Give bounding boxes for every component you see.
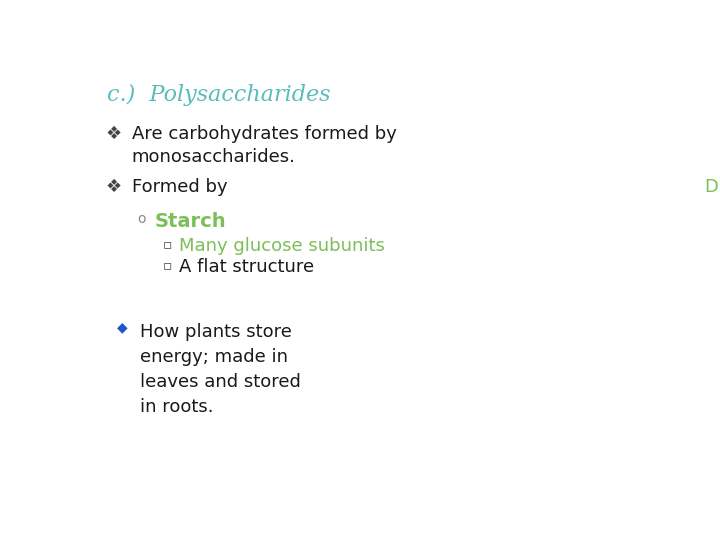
Text: Starch: Starch xyxy=(154,212,226,232)
Text: Dehydrolysis synthesis.: Dehydrolysis synthesis. xyxy=(706,178,720,196)
Text: o: o xyxy=(138,212,146,226)
Text: How plants store
energy; made in
leaves and stored
in roots.: How plants store energy; made in leaves … xyxy=(140,322,301,416)
Text: ▫: ▫ xyxy=(163,258,172,272)
Text: monosaccharides.: monosaccharides. xyxy=(132,148,296,166)
Text: Formed by: Formed by xyxy=(132,178,234,196)
Text: ◆: ◆ xyxy=(117,321,127,334)
Text: Are carbohydrates formed by: Are carbohydrates formed by xyxy=(132,125,403,143)
Text: ❖: ❖ xyxy=(106,125,122,143)
Text: A flat structure: A flat structure xyxy=(179,258,315,276)
Text: ❖: ❖ xyxy=(106,178,122,196)
Bar xyxy=(302,94,636,443)
Text: Many glucose subunits: Many glucose subunits xyxy=(179,238,385,255)
Text: c.)  Polysaccharides: c.) Polysaccharides xyxy=(107,84,330,106)
Text: ▫: ▫ xyxy=(163,238,172,251)
